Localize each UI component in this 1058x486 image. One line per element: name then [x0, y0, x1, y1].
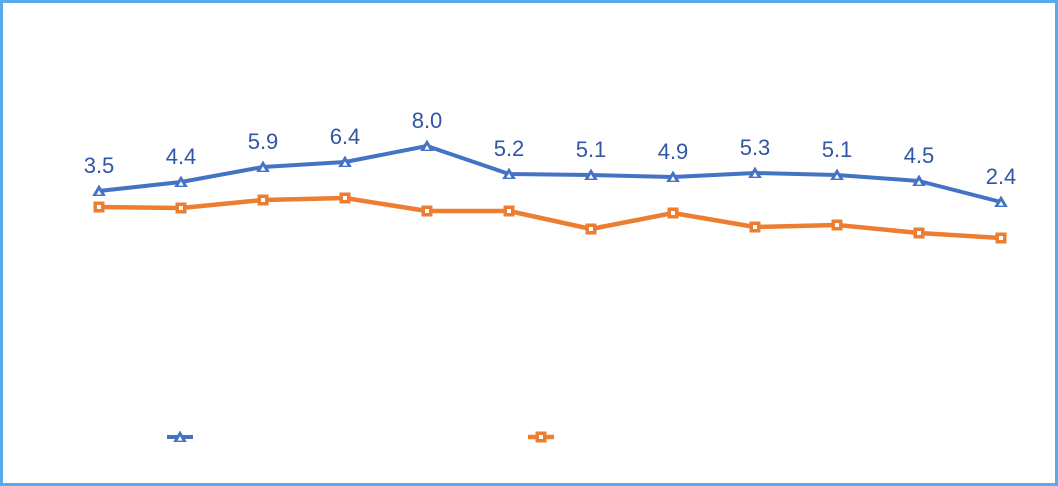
chart-legend	[167, 430, 554, 443]
blue-triangle-series: 3.5 4.4 5.9 6.4 8.0 5.2 5.1 4.9 5.3 5.1 4.5 2.4	[84, 108, 1017, 207]
orange-square-series-marker-12-inner	[999, 236, 1003, 240]
blue-triangle-series-value-label-4: 6.4	[330, 124, 361, 149]
blue-triangle-series-marker-6-inner	[506, 173, 512, 178]
orange-square-series-marker-9-inner	[753, 225, 757, 229]
blue-triangle-series-value-label-9: 5.3	[740, 135, 771, 160]
orange-square-series-line	[98, 195, 1002, 241]
blue-triangle-series-value-label-7: 5.1	[576, 137, 607, 162]
orange-square-series-marker-1-inner	[97, 205, 101, 209]
legend-square-marker-icon-inner	[539, 435, 543, 439]
blue-triangle-series-value-label-3: 5.9	[248, 129, 279, 154]
blue-triangle-series-marker-2-inner	[178, 181, 184, 186]
orange-square-series-marker-2-inner	[179, 206, 183, 210]
blue-triangle-series-value-label-1: 3.5	[84, 153, 115, 178]
blue-triangle-series-value-label-6: 5.2	[494, 136, 525, 161]
blue-triangle-series-value-label-10: 5.1	[822, 137, 853, 162]
blue-triangle-series-value-label-12: 2.4	[986, 164, 1017, 189]
blue-triangle-series-marker-9-inner	[752, 172, 758, 177]
orange-square-series-marker-4-inner	[343, 196, 347, 200]
blue-triangle-series-line	[98, 144, 1002, 204]
blue-triangle-series-marker-4-inner	[342, 161, 348, 166]
blue-triangle-series-value-label-5: 8.0	[412, 108, 443, 133]
orange-square-series-marker-7-inner	[589, 227, 593, 231]
orange-square-series-marker-8-inner	[671, 211, 675, 215]
orange-square-series	[93, 192, 1007, 244]
blue-triangle-series-marker-11-inner	[916, 180, 922, 185]
orange-square-series-marker-10-inner	[835, 223, 839, 227]
blue-triangle-series-marker-8-inner	[670, 176, 676, 181]
orange-square-series-marker-3-inner	[261, 198, 265, 202]
legend-triangle-marker-icon-inner	[177, 436, 183, 441]
orange-square-series-marker-6-inner	[507, 209, 511, 213]
orange-square-series-marker-5-inner	[425, 209, 429, 213]
blue-triangle-series-marker-5-inner	[424, 145, 430, 150]
blue-triangle-series-value-label-8: 4.9	[658, 139, 689, 164]
line-chart-canvas: 3.5 4.4 5.9 6.4 8.0 5.2 5.1 4.9 5.3 5.1 4.5 2.4	[84, 108, 1017, 443]
blue-triangle-series-marker-3-inner	[260, 166, 266, 171]
blue-triangle-series-value-label-2: 4.4	[166, 144, 197, 169]
blue-triangle-series-value-label-11: 4.5	[904, 143, 935, 168]
blue-triangle-series-marker-12-inner	[998, 201, 1004, 206]
blue-triangle-series-marker-10-inner	[834, 174, 840, 179]
orange-square-series-marker-11-inner	[917, 231, 921, 235]
blue-triangle-series-marker-7-inner	[588, 174, 594, 179]
blue-triangle-series-marker-1-inner	[96, 190, 102, 195]
